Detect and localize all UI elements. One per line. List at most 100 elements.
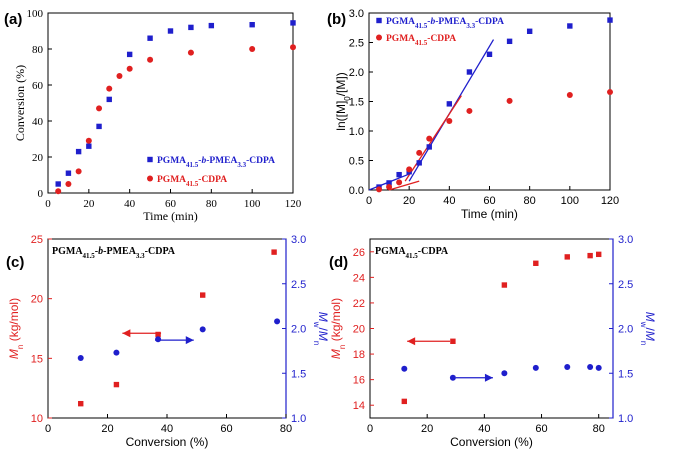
y-right-tick-label: 2.5 xyxy=(618,279,633,291)
data-point xyxy=(396,179,403,186)
y-right-tick-label: 1.5 xyxy=(291,368,306,380)
legend-marker xyxy=(147,175,153,182)
y-left-tick-label: 20 xyxy=(31,294,43,306)
y-right-tick-label: 2.5 xyxy=(291,279,306,291)
y-left-axis-label: Mn (kg/mol) xyxy=(329,298,347,359)
x-tick-label: 20 xyxy=(83,198,95,210)
x-tick-label: 20 xyxy=(101,423,113,435)
data-point xyxy=(426,144,432,150)
data-point xyxy=(416,160,422,166)
y-tick-label: 1.5 xyxy=(349,97,364,109)
data-point xyxy=(249,22,255,28)
data-point xyxy=(75,148,82,155)
data-point xyxy=(587,252,593,259)
data-point xyxy=(188,24,194,31)
data-point xyxy=(526,28,533,34)
arrow-head xyxy=(484,373,493,382)
plot-frame xyxy=(369,238,614,419)
panel-title: PGMA41.5-CDPA xyxy=(375,246,449,260)
x-tick-label: 40 xyxy=(443,195,455,207)
data-point xyxy=(501,282,508,288)
y-tick-label: 0 xyxy=(38,188,44,200)
data-point xyxy=(406,166,413,173)
data-point xyxy=(85,137,92,144)
y-tick-label: 60 xyxy=(32,80,44,92)
y-tick-label: 20 xyxy=(32,152,44,164)
data-point xyxy=(249,46,256,52)
data-point xyxy=(386,184,393,191)
fit-line xyxy=(388,180,420,191)
arrow-head xyxy=(122,329,131,338)
data-point xyxy=(208,22,215,29)
y-left-tick-label: 14 xyxy=(353,400,365,412)
data-point xyxy=(65,181,72,187)
y-left-tick-label: 18 xyxy=(353,349,365,361)
data-point xyxy=(106,96,112,103)
data-point xyxy=(446,117,453,124)
x-tick-label: 0 xyxy=(45,198,51,210)
y-left-tick-label: 15 xyxy=(31,353,43,365)
y-tick-label: 2.5 xyxy=(349,38,364,50)
data-point xyxy=(595,364,602,371)
panel-title: PGMA41.5-b-PMEA3.3-CDPA xyxy=(52,246,176,260)
data-point xyxy=(426,135,433,142)
data-point xyxy=(401,398,408,405)
data-point xyxy=(416,149,423,156)
legend-marker xyxy=(376,34,382,41)
data-point xyxy=(396,171,402,178)
data-point xyxy=(155,331,161,338)
legend-label: PGMA41.5-CDPA xyxy=(386,34,456,47)
x-tick-label: 60 xyxy=(165,198,177,210)
data-point xyxy=(78,400,84,407)
x-tick-label: 0 xyxy=(45,423,51,435)
data-point xyxy=(96,105,103,112)
data-point xyxy=(55,188,62,195)
data-point xyxy=(65,170,72,176)
data-point xyxy=(486,51,493,57)
y-right-tick-label: 2.0 xyxy=(618,324,633,336)
y-right-axis-label: Mw/Mn xyxy=(313,312,331,346)
data-point xyxy=(290,20,296,26)
data-point xyxy=(506,38,513,45)
data-point xyxy=(126,65,133,72)
y-tick-label: 40 xyxy=(32,116,44,128)
data-point xyxy=(587,363,594,370)
y-axis-label: Conversion (%) xyxy=(13,65,27,141)
panel-label: (b) xyxy=(327,11,346,28)
y-axis-label: ln([M]0/[M]) xyxy=(334,72,352,130)
x-tick-label: 40 xyxy=(124,198,136,210)
data-point xyxy=(126,51,133,58)
data-point xyxy=(271,249,277,255)
y-right-tick-label: 1.5 xyxy=(618,368,633,380)
y-tick-label: 0.5 xyxy=(349,156,364,168)
data-point xyxy=(607,17,613,23)
x-tick-label: 80 xyxy=(524,195,536,207)
legend-marker xyxy=(376,17,382,24)
data-point xyxy=(75,168,82,175)
x-tick-label: 60 xyxy=(220,423,232,435)
panel-d: 0 20 40 60 80 14 16 18 20 22 24 26 1.0 1.5 2.0 2.5 3.0 Co… xyxy=(329,234,657,449)
y-left-tick-label: 25 xyxy=(31,234,43,246)
x-tick-label: 40 xyxy=(478,423,490,435)
x-tick-label: 100 xyxy=(244,198,261,210)
data-point xyxy=(376,186,383,193)
legend-label: PGMA41.5-CDPA xyxy=(157,175,227,188)
panel-a: 0 20 40 60 80 100 120 0 20 40 60 80 100 Time (min) Con… xyxy=(4,8,302,223)
y-right-tick-label: 1.0 xyxy=(618,413,633,425)
data-point xyxy=(566,92,573,99)
data-point xyxy=(147,35,153,41)
data-point xyxy=(113,381,120,388)
data-point xyxy=(96,123,102,130)
x-axis-label: Time (min) xyxy=(461,207,518,221)
x-tick-label: 120 xyxy=(285,198,302,210)
y-left-tick-label: 20 xyxy=(353,324,365,336)
x-tick-label: 100 xyxy=(561,195,579,207)
y-right-tick-label: 3.0 xyxy=(291,234,306,246)
x-tick-label: 0 xyxy=(367,423,373,435)
data-point xyxy=(274,318,281,325)
data-point xyxy=(450,338,456,344)
x-tick-label: 60 xyxy=(483,195,495,207)
data-point xyxy=(113,349,120,356)
x-tick-label: 60 xyxy=(535,423,547,435)
x-tick-label: 20 xyxy=(403,195,415,207)
